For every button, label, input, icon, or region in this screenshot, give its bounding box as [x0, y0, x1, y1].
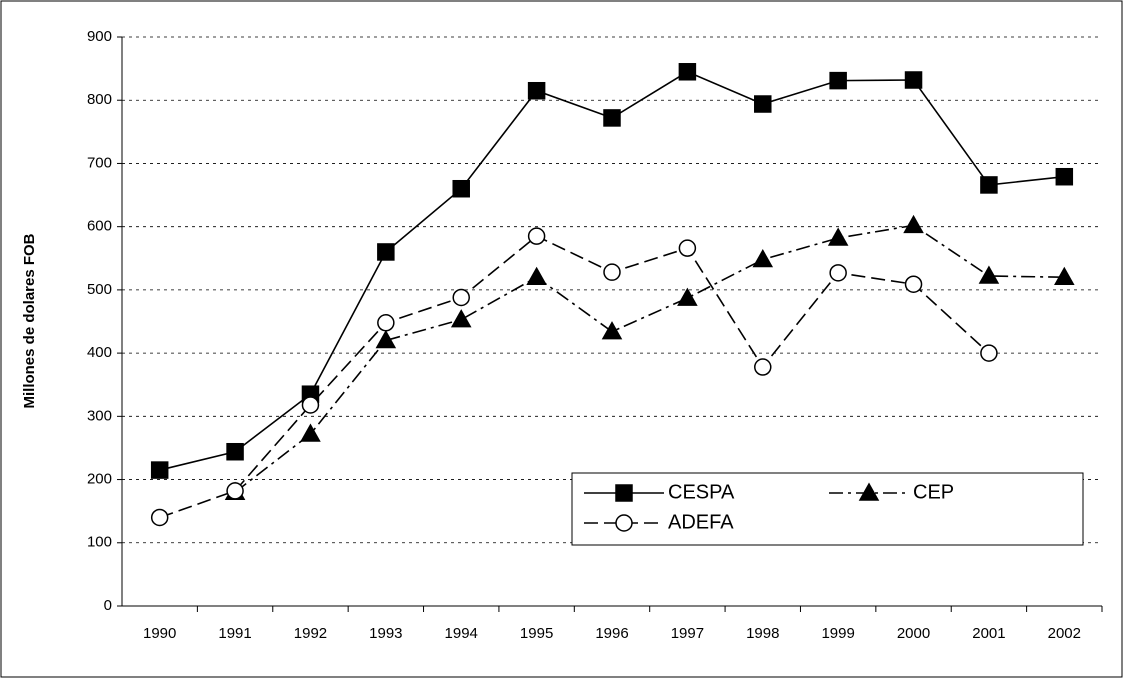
data-point: [1055, 167, 1074, 186]
data-point: [375, 329, 397, 349]
data-point: [527, 227, 546, 245]
data-point: [450, 309, 472, 328]
legend-label: CEP: [913, 481, 954, 503]
x-tick-label: 1990: [143, 625, 176, 642]
x-tick-label: 2002: [1048, 625, 1081, 642]
data-point: [904, 275, 923, 293]
y-tick-label: 100: [87, 534, 112, 551]
data-point: [150, 461, 169, 479]
series-line: [159, 235, 990, 519]
data-point: [678, 239, 697, 257]
y-tick-label: 700: [87, 154, 112, 171]
series-line: [234, 224, 1065, 493]
x-tick-label: 1993: [369, 625, 402, 642]
data-point: [226, 482, 244, 500]
y-tick-label: 0: [104, 597, 112, 614]
legend-label: CESPA: [668, 481, 735, 503]
data-point: [754, 95, 772, 113]
legend-box: [571, 472, 1084, 546]
y-tick-label: 300: [87, 407, 112, 424]
y-tick-label: 500: [87, 281, 112, 298]
data-point: [678, 63, 697, 81]
data-point: [829, 71, 847, 90]
data-point: [377, 314, 395, 332]
data-point: [827, 227, 849, 246]
data-point: [301, 396, 320, 414]
data-point: [677, 287, 698, 306]
x-tick-label: 1997: [671, 625, 704, 642]
x-tick-label: 1999: [821, 625, 854, 642]
data-point: [226, 442, 244, 461]
y-tick-label: 200: [87, 471, 112, 488]
data-point: [980, 344, 998, 362]
data-point: [601, 321, 623, 340]
data-point: [150, 508, 169, 527]
data-point: [527, 81, 546, 100]
legend-label: ADEFA: [668, 511, 734, 533]
y-tick-label: 900: [87, 28, 112, 45]
data-point: [903, 214, 924, 234]
x-tick-label: 1995: [520, 625, 553, 642]
y-tick-label: 800: [87, 91, 112, 108]
data-point: [300, 423, 321, 442]
data-point: [754, 358, 772, 376]
y-tick-label: 600: [87, 218, 112, 235]
x-tick-label: 1992: [294, 625, 327, 642]
legend-marker: [615, 514, 633, 532]
x-tick-label: 2000: [897, 625, 930, 642]
x-tick-label: 1991: [218, 625, 251, 642]
data-point: [603, 263, 621, 281]
legend-marker: [615, 484, 633, 502]
x-tick-label: 2001: [972, 625, 1005, 642]
data-point: [829, 264, 847, 282]
x-tick-label: 1994: [445, 625, 478, 642]
x-tick-label: 1996: [595, 625, 628, 642]
data-point: [980, 176, 998, 194]
data-point: [377, 243, 395, 261]
data-point: [603, 109, 621, 127]
data-point: [452, 179, 470, 198]
data-point: [904, 71, 923, 89]
data-point: [978, 265, 1000, 284]
data-point: [452, 288, 470, 307]
data-point: [526, 266, 547, 285]
y-axis-label: Millones de dolares FOB: [21, 233, 38, 408]
x-tick-label: 1998: [746, 625, 779, 642]
data-point: [752, 249, 774, 268]
data-point: [1054, 266, 1075, 285]
legend-marker: [858, 482, 880, 501]
y-tick-label: 400: [87, 344, 112, 361]
